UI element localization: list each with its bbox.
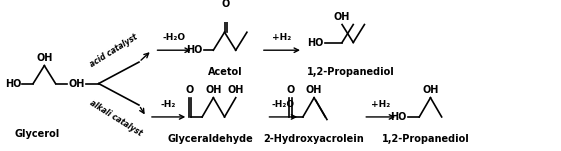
- Text: Acetol: Acetol: [208, 67, 243, 77]
- Text: HO: HO: [307, 37, 324, 48]
- Text: HO: HO: [390, 112, 406, 122]
- Text: Glycerol: Glycerol: [15, 129, 59, 139]
- Text: OH: OH: [228, 85, 244, 95]
- Text: 1,2-Propanediol: 1,2-Propanediol: [382, 134, 470, 144]
- Text: alkali catalyst: alkali catalyst: [88, 98, 144, 138]
- Text: -H₂: -H₂: [161, 100, 176, 109]
- Text: HO: HO: [186, 45, 202, 55]
- Text: -H₂O: -H₂O: [163, 33, 186, 42]
- Text: HO: HO: [5, 79, 21, 89]
- Text: OH: OH: [334, 12, 350, 22]
- Text: 2-Hydroxyacrolein: 2-Hydroxyacrolein: [264, 134, 365, 144]
- Text: acid catalyst: acid catalyst: [88, 32, 139, 69]
- Text: O: O: [287, 85, 295, 95]
- Text: +H₂: +H₂: [371, 100, 390, 109]
- Text: OH: OH: [68, 79, 85, 89]
- Text: O: O: [222, 0, 230, 9]
- Text: OH: OH: [422, 85, 439, 95]
- Text: 1,2-Propanediol: 1,2-Propanediol: [306, 67, 394, 77]
- Text: +H₂: +H₂: [272, 33, 292, 42]
- Text: OH: OH: [36, 53, 53, 63]
- Text: Glyceraldehyde: Glyceraldehyde: [168, 134, 254, 144]
- Text: -H₂O: -H₂O: [272, 100, 295, 109]
- Text: OH: OH: [306, 85, 322, 95]
- Text: O: O: [186, 85, 194, 95]
- Text: OH: OH: [205, 85, 222, 95]
